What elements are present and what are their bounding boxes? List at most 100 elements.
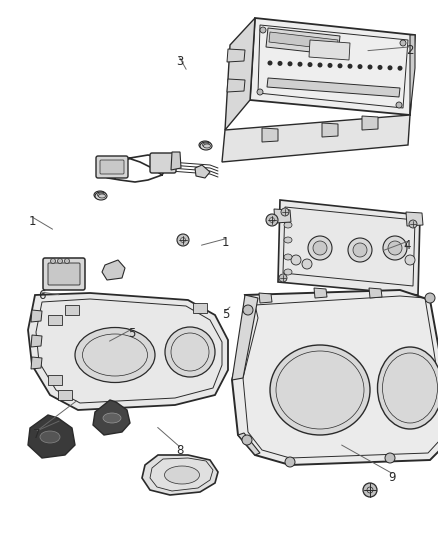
Text: 5: 5 [128,327,135,340]
Circle shape [425,293,435,303]
Polygon shape [28,293,228,410]
Circle shape [409,220,417,228]
Polygon shape [227,49,245,62]
Circle shape [297,62,303,67]
Circle shape [57,259,63,263]
Circle shape [388,241,402,255]
Polygon shape [369,288,382,298]
Polygon shape [31,357,42,369]
Polygon shape [250,18,415,115]
Circle shape [281,208,289,216]
Circle shape [291,255,301,265]
Circle shape [338,63,343,68]
Text: 4: 4 [403,239,411,252]
Text: 1: 1 [222,236,230,249]
Circle shape [363,483,377,497]
Ellipse shape [199,141,211,149]
Circle shape [348,238,372,262]
Ellipse shape [165,327,215,377]
Ellipse shape [98,193,105,197]
Ellipse shape [378,347,438,429]
Bar [58,390,72,400]
Circle shape [405,255,415,265]
Polygon shape [259,293,272,303]
Circle shape [50,259,56,263]
Circle shape [313,241,327,255]
Polygon shape [28,415,75,458]
FancyBboxPatch shape [100,160,124,174]
Ellipse shape [103,413,121,423]
Circle shape [357,64,363,69]
Circle shape [242,435,252,445]
Text: 5: 5 [222,308,229,321]
Circle shape [177,234,189,246]
Circle shape [279,274,287,282]
Text: 8: 8 [176,444,183,457]
Polygon shape [278,200,420,295]
Bar [65,305,79,315]
Ellipse shape [270,345,370,435]
Polygon shape [410,35,415,115]
Polygon shape [31,310,42,322]
Bar [193,303,207,313]
FancyBboxPatch shape [96,156,128,178]
Polygon shape [93,400,130,435]
Ellipse shape [165,466,199,484]
Text: 3: 3 [176,55,183,68]
Circle shape [353,243,367,257]
Circle shape [302,259,312,269]
Polygon shape [232,290,438,465]
Polygon shape [274,209,291,223]
Ellipse shape [204,144,211,148]
Circle shape [266,214,278,226]
Circle shape [308,236,332,260]
Polygon shape [322,123,338,137]
Circle shape [278,61,283,66]
Circle shape [307,62,312,67]
Circle shape [318,62,322,68]
Circle shape [287,61,293,66]
Circle shape [243,305,253,315]
Ellipse shape [200,142,212,150]
Polygon shape [142,455,218,495]
Circle shape [378,65,382,70]
Polygon shape [227,79,245,92]
Circle shape [385,453,395,463]
Polygon shape [262,128,278,142]
Bar [48,315,62,325]
Circle shape [285,457,295,467]
Polygon shape [232,295,258,380]
Polygon shape [362,116,378,130]
Circle shape [388,66,392,70]
Circle shape [396,102,402,108]
Text: 7: 7 [33,428,41,441]
Circle shape [64,259,70,263]
Polygon shape [31,335,42,347]
Ellipse shape [284,222,292,228]
Text: 2: 2 [406,44,413,57]
Polygon shape [225,18,255,130]
FancyBboxPatch shape [150,153,176,173]
Circle shape [347,64,353,69]
Polygon shape [102,260,125,280]
Circle shape [367,64,372,69]
Circle shape [398,66,403,71]
Circle shape [260,27,266,33]
Ellipse shape [99,194,106,198]
Ellipse shape [284,254,292,260]
Circle shape [328,63,332,68]
Polygon shape [267,78,400,97]
Polygon shape [309,40,350,60]
Bar [48,375,62,385]
Circle shape [400,40,406,46]
Text: 1: 1 [29,215,37,228]
Ellipse shape [284,269,292,275]
FancyBboxPatch shape [48,263,80,285]
Polygon shape [195,165,210,178]
Polygon shape [266,28,340,55]
Text: 9: 9 [388,471,396,483]
Polygon shape [222,115,410,162]
Polygon shape [171,152,181,170]
Circle shape [383,236,407,260]
Ellipse shape [284,237,292,243]
